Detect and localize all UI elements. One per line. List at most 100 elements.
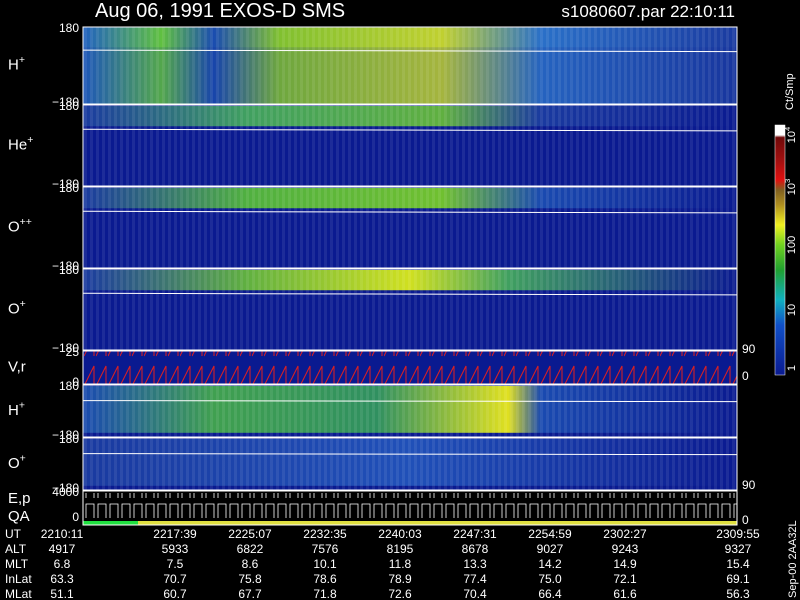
- cell: 61.6: [613, 587, 637, 600]
- cell: 11.8: [389, 557, 412, 571]
- cell: 15.4: [726, 557, 750, 571]
- cell: 78.9: [388, 572, 412, 586]
- cell: 9243: [612, 542, 639, 556]
- cell: 9027: [537, 542, 564, 556]
- spectrogram-texture: [83, 187, 737, 268]
- y-tick-label: 0: [72, 510, 79, 524]
- spectrogram-texture: [83, 385, 737, 437]
- cell: 60.7: [163, 587, 187, 600]
- colorbar-tick: 1: [786, 365, 798, 371]
- cell: 56.3: [726, 587, 750, 600]
- y-tick-label: 180: [59, 21, 79, 35]
- panel-frame: [82, 384, 738, 438]
- right-tick-label: 0: [742, 513, 749, 527]
- panel-label-sup: +: [19, 399, 25, 411]
- spectrogram-texture: [83, 269, 737, 350]
- y-tick-label: −180: [52, 481, 79, 495]
- cell: 13.3: [463, 557, 487, 571]
- right-tick-label: 90: [742, 478, 756, 492]
- cell: 70.4: [463, 587, 487, 600]
- panel-label: H+: [8, 54, 25, 74]
- y-tick-label: 180: [59, 99, 79, 113]
- row-name: InLat: [5, 572, 32, 586]
- y-tick-label: −180: [52, 95, 79, 109]
- spectrogram-texture: [83, 438, 737, 490]
- colorbar-tick: 100: [786, 236, 798, 254]
- colorbar-tick-base: 10: [786, 131, 798, 143]
- cell: 6822: [237, 542, 264, 556]
- cell: 4917: [49, 542, 76, 556]
- cell: 2254:59: [528, 527, 572, 541]
- file-label: s1080607.par 22:10:11: [561, 2, 735, 21]
- qa-marks: [83, 493, 737, 521]
- panel-frame: [82, 268, 738, 351]
- panel-label-base: He: [8, 137, 27, 154]
- panel-frame: [82, 186, 738, 269]
- y-tick-label: −180: [52, 177, 79, 191]
- cell: 14.2: [538, 557, 562, 571]
- cell: 63.3: [50, 572, 74, 586]
- panel-label-base: O: [8, 301, 20, 318]
- cell: 67.7: [238, 587, 262, 600]
- colorbar-tick: 104: [783, 126, 798, 143]
- panel-frame: [82, 26, 738, 105]
- colorbar-tick: 103: [783, 179, 798, 196]
- panel-label-sup: +: [19, 54, 25, 66]
- cell: 66.4: [538, 587, 562, 600]
- pitch-line: [82, 210, 738, 214]
- pitch-line: [82, 128, 738, 132]
- panel-label-sup: ++: [20, 216, 32, 228]
- y-tick-label: 4000: [52, 485, 79, 499]
- cell: 75.0: [538, 572, 562, 586]
- panel-label-base: H: [8, 402, 19, 419]
- y-tick-label: −180: [52, 428, 79, 442]
- cell: 71.8: [313, 587, 337, 600]
- cell: 2309:55: [716, 527, 760, 541]
- colorbar-tick-base: 1: [786, 365, 798, 371]
- right-tick-label: 0: [742, 369, 749, 383]
- colorbar-tick: 10: [786, 304, 798, 316]
- cell: 8195: [387, 542, 414, 556]
- cell: 2225:07: [228, 527, 272, 541]
- colorbar-title: Ct/Smp: [784, 73, 796, 110]
- pitch-line: [82, 292, 738, 296]
- right-tick-label: 90: [742, 342, 756, 356]
- row-name: ALT: [5, 542, 27, 556]
- panel-frame: [82, 490, 738, 526]
- cell: 2240:03: [378, 527, 422, 541]
- footer: Sep-00 2AA32L: [787, 520, 799, 598]
- colorbar-tick-sup: 3: [783, 179, 792, 183]
- pitch-line: [82, 453, 738, 456]
- y-tick-label: 180: [59, 263, 79, 277]
- qa-bar: [83, 521, 138, 525]
- panel-label: O+: [8, 298, 26, 318]
- y-tick-label: 180: [59, 379, 79, 393]
- panel-frame: [82, 350, 738, 385]
- row-name: UT: [5, 527, 22, 541]
- spectrogram-texture: [83, 105, 737, 186]
- panel-label: O++: [8, 216, 32, 236]
- panel-label-base: V,r: [8, 359, 26, 376]
- cell: 2217:39: [153, 527, 197, 541]
- colorbar: [774, 124, 786, 376]
- cell: 6.8: [54, 557, 71, 571]
- spectrogram-texture: [83, 27, 737, 104]
- cell: 72.1: [613, 572, 637, 586]
- colorbar-tick-sup: 4: [783, 126, 792, 131]
- row-name: MLat: [5, 587, 32, 600]
- panel-label: E,p: [8, 490, 31, 507]
- cell: 9327: [725, 542, 752, 556]
- cell: 7.5: [167, 557, 184, 571]
- colorbar-tick-base: 10: [786, 183, 798, 195]
- colorbar-tick-base: 100: [786, 236, 798, 254]
- cell: 75.8: [238, 572, 262, 586]
- panel-label-base: O: [8, 455, 20, 472]
- panel-label: V,r: [8, 359, 26, 376]
- cell: 5933: [162, 542, 189, 556]
- y-tick-label: 180: [59, 181, 79, 195]
- row-name: MLT: [5, 557, 29, 571]
- panel-label-base: O: [8, 219, 20, 236]
- cell: 2247:31: [453, 527, 497, 541]
